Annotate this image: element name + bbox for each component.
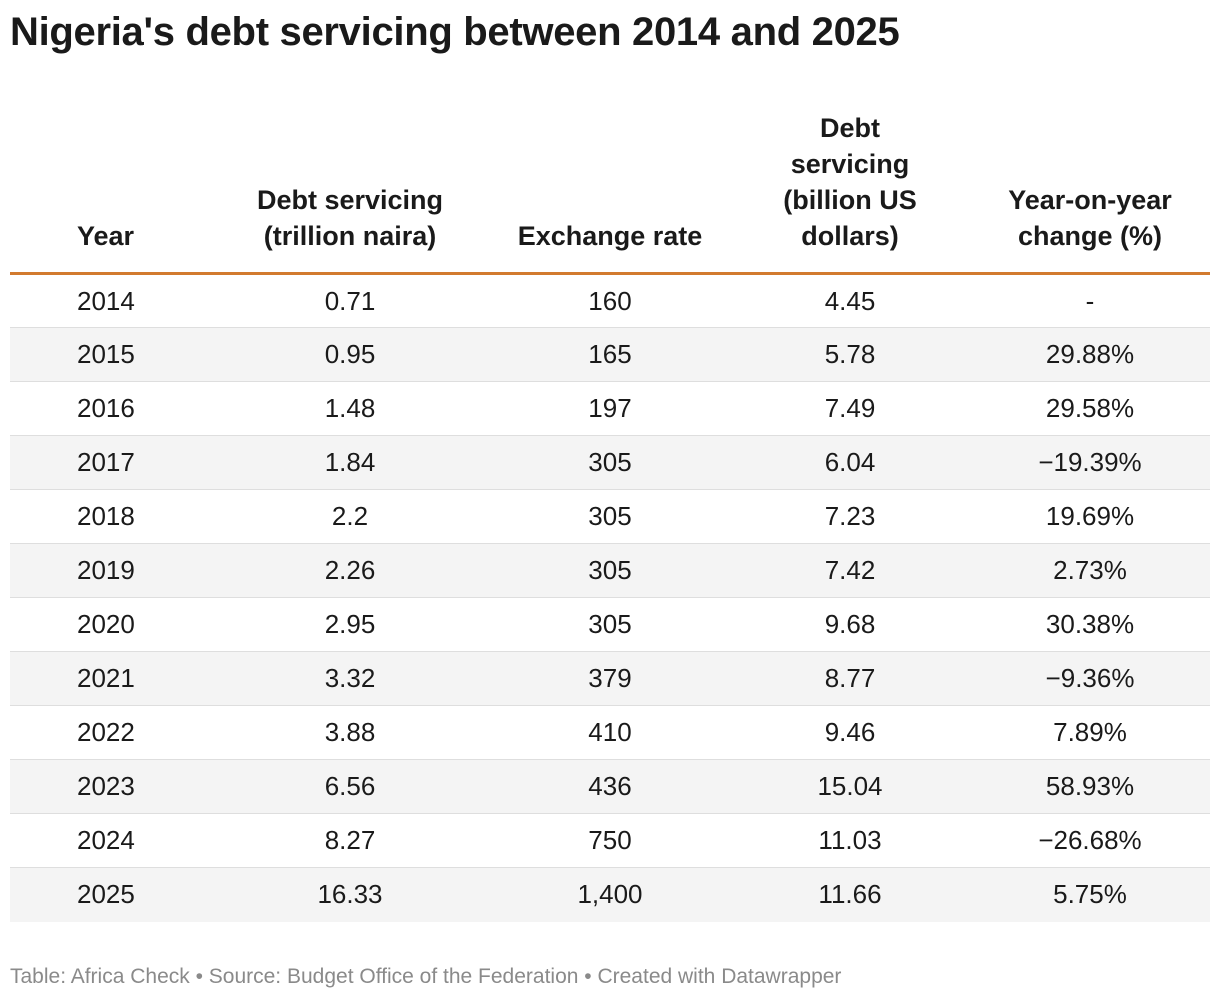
cell-year: 2016 (10, 381, 210, 436)
cell-debt-naira: 1.48 (210, 381, 490, 436)
table-row: 2022 3.88 410 9.46 7.89% (10, 705, 1210, 760)
cell-year: 2020 (10, 597, 210, 652)
cell-yoy-change: −9.36% (970, 651, 1210, 706)
table-row: 2021 3.32 379 8.77 −9.36% (10, 651, 1210, 706)
cell-year: 2015 (10, 327, 210, 382)
cell-debt-naira: 8.27 (210, 813, 490, 868)
cell-yoy-change: −26.68% (970, 813, 1210, 868)
cell-debt-naira: 2.2 (210, 489, 490, 544)
cell-exchange-rate: 750 (490, 813, 730, 868)
cell-exchange-rate: 436 (490, 759, 730, 814)
table-row: 2020 2.95 305 9.68 30.38% (10, 597, 1210, 652)
cell-yoy-change: 7.89% (970, 705, 1210, 760)
column-header-exchange-rate: Exchange rate (490, 110, 730, 275)
cell-debt-usd: 5.78 (730, 327, 970, 382)
cell-exchange-rate: 305 (490, 597, 730, 652)
column-header-debt-naira: Debt servicing (trillion naira) (210, 110, 490, 275)
column-header-year: Year (10, 110, 210, 275)
cell-year: 2024 (10, 813, 210, 868)
cell-year: 2021 (10, 651, 210, 706)
cell-debt-usd: 7.42 (730, 543, 970, 598)
cell-exchange-rate: 165 (490, 327, 730, 382)
cell-exchange-rate: 410 (490, 705, 730, 760)
table-row: 2019 2.26 305 7.42 2.73% (10, 543, 1210, 598)
cell-debt-naira: 6.56 (210, 759, 490, 814)
table-row: 2023 6.56 436 15.04 58.93% (10, 759, 1210, 814)
table-row: 2024 8.27 750 11.03 −26.68% (10, 813, 1210, 868)
cell-year: 2025 (10, 867, 210, 922)
cell-debt-naira: 16.33 (210, 867, 490, 922)
cell-year: 2022 (10, 705, 210, 760)
cell-yoy-change: 29.58% (970, 381, 1210, 436)
cell-debt-usd: 6.04 (730, 435, 970, 490)
cell-yoy-change: 30.38% (970, 597, 1210, 652)
cell-debt-naira: 2.95 (210, 597, 490, 652)
cell-debt-usd: 9.68 (730, 597, 970, 652)
table-row: 2015 0.95 165 5.78 29.88% (10, 327, 1210, 382)
cell-debt-naira: 2.26 (210, 543, 490, 598)
cell-debt-usd: 9.46 (730, 705, 970, 760)
column-header-yoy-change-label: Year-on-year change (%) (1008, 185, 1172, 251)
column-header-debt-usd: Debt servicing (billion US dollars) (730, 110, 970, 275)
table-row: 2018 2.2 305 7.23 19.69% (10, 489, 1210, 544)
cell-exchange-rate: 305 (490, 435, 730, 490)
cell-exchange-rate: 379 (490, 651, 730, 706)
cell-yoy-change: 58.93% (970, 759, 1210, 814)
table-row: 2014 0.71 160 4.45- (10, 273, 1210, 328)
cell-yoy-change: 29.88% (970, 327, 1210, 382)
cell-debt-usd: 15.04 (730, 759, 970, 814)
table-row: 2016 1.48 197 7.49 29.58% (10, 381, 1210, 436)
cell-debt-naira: 3.88 (210, 705, 490, 760)
footer-credits: Table: Africa Check • Source: Budget Off… (10, 965, 842, 988)
cell-exchange-rate: 197 (490, 381, 730, 436)
cell-debt-naira: 0.71 (210, 273, 490, 328)
cell-yoy-change: 19.69% (970, 489, 1210, 544)
cell-debt-usd: 8.77 (730, 651, 970, 706)
cell-yoy-change: −19.39% (970, 435, 1210, 490)
cell-debt-usd: 7.23 (730, 489, 970, 544)
cell-debt-usd: 4.45 (730, 273, 970, 328)
cell-year: 2019 (10, 543, 210, 598)
cell-exchange-rate: 1,400 (490, 867, 730, 922)
column-header-yoy-change: Year-on-year change (%) (970, 110, 1210, 275)
cell-debt-usd: 11.66 (730, 867, 970, 922)
cell-exchange-rate: 160 (490, 273, 730, 328)
debt-servicing-table: Year Debt servicing (trillion naira) Exc… (10, 110, 1210, 922)
table-row: 2017 1.84 305 6.04 −19.39% (10, 435, 1210, 490)
table-header-row: Year Debt servicing (trillion naira) Exc… (10, 110, 1210, 275)
cell-yoy-change: 2.73% (970, 543, 1210, 598)
cell-yoy-change: - (970, 273, 1210, 328)
cell-debt-naira: 0.95 (210, 327, 490, 382)
cell-yoy-change: 5.75% (970, 867, 1210, 922)
cell-year: 2018 (10, 489, 210, 544)
cell-debt-naira: 3.32 (210, 651, 490, 706)
cell-exchange-rate: 305 (490, 543, 730, 598)
cell-year: 2023 (10, 759, 210, 814)
table-body: 2014 0.71 160 4.45-2015 0.95 165 5.78 29.88% 201… (10, 273, 1210, 922)
cell-year: 2017 (10, 435, 210, 490)
cell-year: 2014 (10, 273, 210, 328)
table-row: 2025 16.33 1,400 11.66 5.75% (10, 867, 1210, 922)
page-title: Nigeria's debt servicing between 2014 an… (10, 10, 900, 54)
column-header-debt-naira-label: Debt servicing (trillion naira) (256, 185, 444, 251)
cell-debt-usd: 11.03 (730, 813, 970, 868)
column-header-debt-usd-label: Debt servicing (billion US dollars) (783, 113, 917, 251)
cell-debt-usd: 7.49 (730, 381, 970, 436)
cell-exchange-rate: 305 (490, 489, 730, 544)
cell-debt-naira: 1.84 (210, 435, 490, 490)
